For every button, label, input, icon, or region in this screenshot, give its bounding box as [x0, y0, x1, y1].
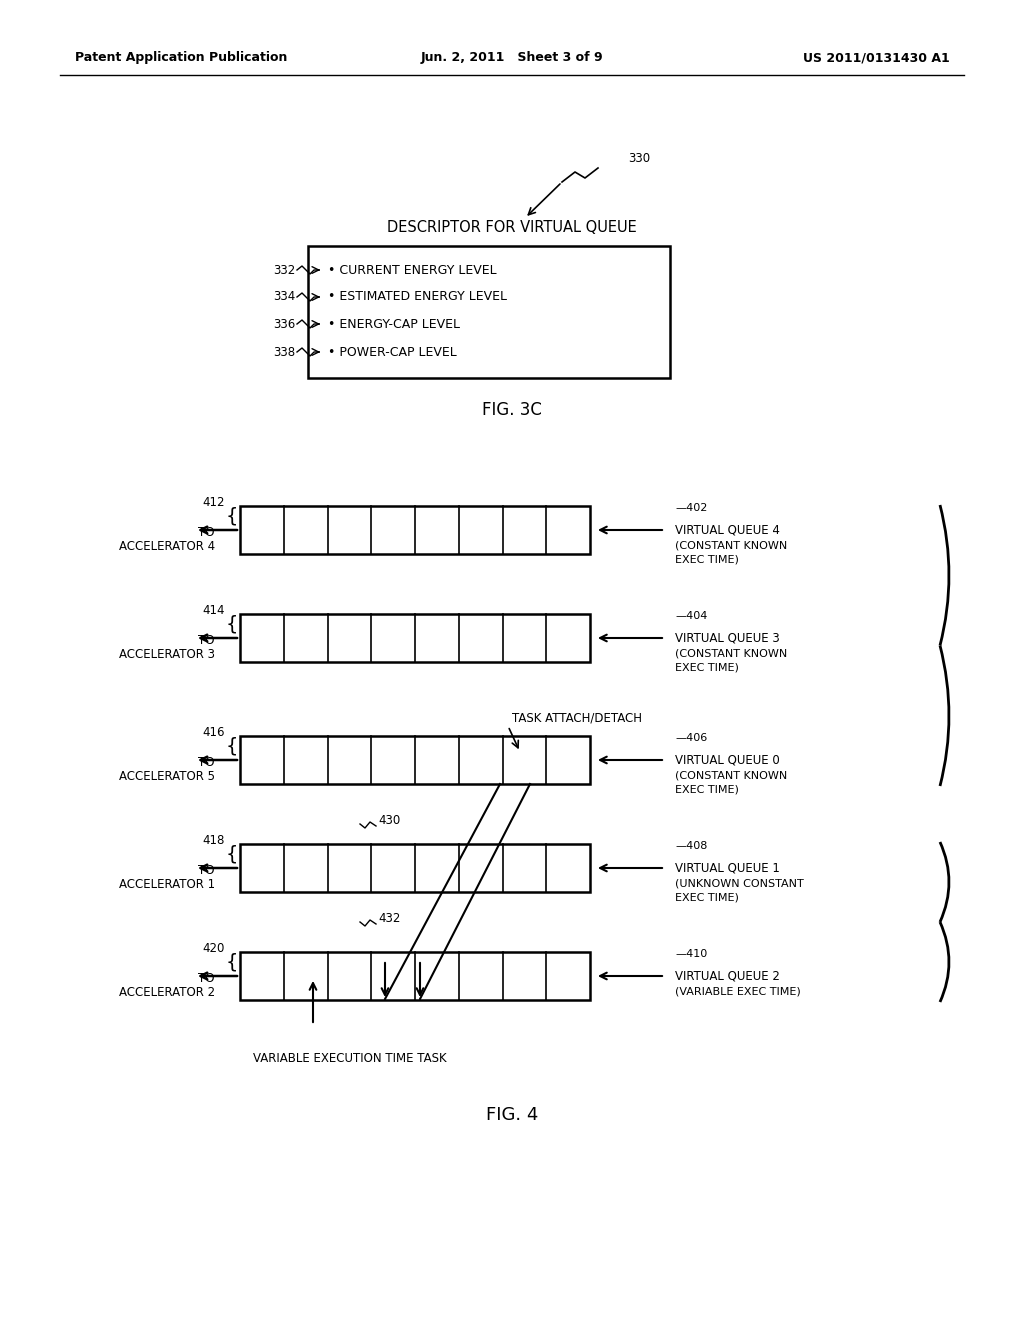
- Text: 338: 338: [272, 346, 295, 359]
- Text: 414: 414: [203, 603, 225, 616]
- Text: TO: TO: [199, 525, 215, 539]
- Text: Patent Application Publication: Patent Application Publication: [75, 51, 288, 65]
- Text: TO: TO: [199, 755, 215, 768]
- Text: 418: 418: [203, 833, 225, 846]
- Text: —406: —406: [675, 733, 708, 743]
- Text: —402: —402: [675, 503, 708, 513]
- Bar: [240, 843, 590, 892]
- Text: 412: 412: [203, 495, 225, 508]
- Text: VARIABLE EXECUTION TIME TASK: VARIABLE EXECUTION TIME TASK: [253, 1052, 446, 1064]
- Text: (VARIABLE EXEC TIME): (VARIABLE EXEC TIME): [675, 987, 801, 997]
- Text: Jun. 2, 2011   Sheet 3 of 9: Jun. 2, 2011 Sheet 3 of 9: [421, 51, 603, 65]
- Text: VIRTUAL QUEUE 1: VIRTUAL QUEUE 1: [675, 862, 780, 874]
- Text: ACCELERATOR 2: ACCELERATOR 2: [119, 986, 215, 998]
- Text: —408: —408: [675, 841, 708, 851]
- Text: {: {: [226, 845, 239, 863]
- Text: 420: 420: [203, 941, 225, 954]
- Text: FIG. 3C: FIG. 3C: [482, 401, 542, 418]
- Text: EXEC TIME): EXEC TIME): [675, 663, 739, 673]
- Text: —404: —404: [675, 611, 708, 620]
- Text: 330: 330: [628, 152, 650, 165]
- Text: (CONSTANT KNOWN: (CONSTANT KNOWN: [675, 649, 787, 659]
- Text: TASK ATTACH/DETACH: TASK ATTACH/DETACH: [512, 711, 642, 725]
- Text: ACCELERATOR 1: ACCELERATOR 1: [119, 878, 215, 891]
- Text: TO: TO: [199, 634, 215, 647]
- Text: TO: TO: [199, 863, 215, 876]
- Text: EXEC TIME): EXEC TIME): [675, 894, 739, 903]
- Text: • CURRENT ENERGY LEVEL: • CURRENT ENERGY LEVEL: [328, 264, 497, 276]
- Bar: [240, 506, 590, 554]
- Bar: [308, 246, 670, 378]
- Text: —410: —410: [675, 949, 708, 960]
- Text: (CONSTANT KNOWN: (CONSTANT KNOWN: [675, 771, 787, 781]
- Text: {: {: [226, 953, 239, 972]
- Text: EXEC TIME): EXEC TIME): [675, 554, 739, 565]
- Text: TO: TO: [199, 972, 215, 985]
- Text: VIRTUAL QUEUE 4: VIRTUAL QUEUE 4: [675, 524, 780, 536]
- Bar: [240, 614, 590, 663]
- Text: {: {: [226, 507, 239, 525]
- Text: • POWER-CAP LEVEL: • POWER-CAP LEVEL: [328, 346, 457, 359]
- Text: (CONSTANT KNOWN: (CONSTANT KNOWN: [675, 541, 787, 550]
- Text: EXEC TIME): EXEC TIME): [675, 785, 739, 795]
- Text: VIRTUAL QUEUE 3: VIRTUAL QUEUE 3: [675, 631, 779, 644]
- Text: {: {: [226, 615, 239, 634]
- Text: VIRTUAL QUEUE 2: VIRTUAL QUEUE 2: [675, 969, 780, 982]
- Text: 430: 430: [378, 813, 400, 826]
- Bar: [240, 737, 590, 784]
- Text: ACCELERATOR 3: ACCELERATOR 3: [119, 648, 215, 660]
- Text: ACCELERATOR 5: ACCELERATOR 5: [119, 770, 215, 783]
- Text: • ESTIMATED ENERGY LEVEL: • ESTIMATED ENERGY LEVEL: [328, 290, 507, 304]
- Text: DESCRIPTOR FOR VIRTUAL QUEUE: DESCRIPTOR FOR VIRTUAL QUEUE: [387, 220, 637, 235]
- Text: 332: 332: [272, 264, 295, 276]
- Text: VIRTUAL QUEUE 0: VIRTUAL QUEUE 0: [675, 754, 779, 767]
- Text: FIG. 4: FIG. 4: [485, 1106, 539, 1125]
- Text: (UNKNOWN CONSTANT: (UNKNOWN CONSTANT: [675, 879, 804, 888]
- Text: 336: 336: [272, 318, 295, 330]
- Text: 334: 334: [272, 290, 295, 304]
- Text: 432: 432: [378, 912, 400, 924]
- Text: US 2011/0131430 A1: US 2011/0131430 A1: [803, 51, 950, 65]
- Text: • ENERGY-CAP LEVEL: • ENERGY-CAP LEVEL: [328, 318, 460, 330]
- Text: {: {: [226, 737, 239, 755]
- Text: 416: 416: [203, 726, 225, 738]
- Text: ACCELERATOR 4: ACCELERATOR 4: [119, 540, 215, 553]
- Bar: [240, 952, 590, 1001]
